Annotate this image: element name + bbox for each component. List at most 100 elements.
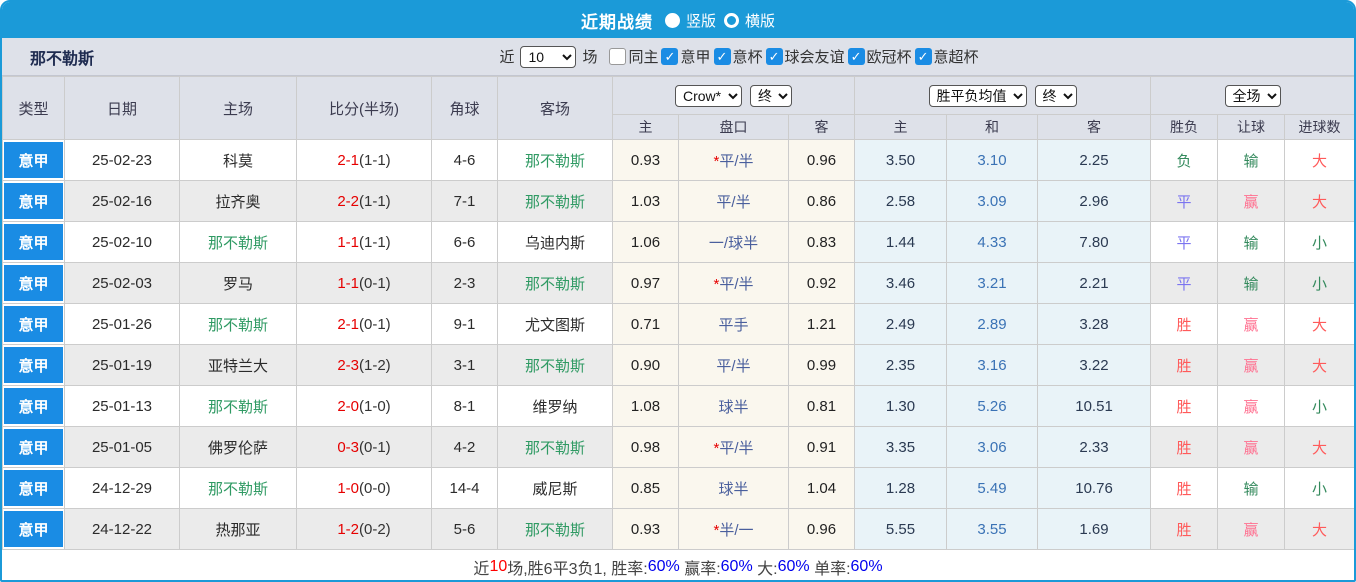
cell-away-team: 尤文图斯 bbox=[497, 303, 613, 345]
checkbox-label: 意杯 bbox=[732, 49, 763, 66]
cell-corners: 3-1 bbox=[431, 344, 498, 386]
cell-date: 24-12-29 bbox=[64, 467, 180, 509]
cell-corners: 7-1 bbox=[431, 180, 498, 222]
cell-date: 25-02-03 bbox=[64, 262, 180, 304]
cell-avg-home: 3.35 bbox=[854, 426, 948, 468]
league-badge: 意甲 bbox=[4, 388, 63, 424]
odds-stage-select[interactable]: 终 bbox=[750, 84, 792, 107]
checked-checkbox-icon: ✓ bbox=[713, 48, 731, 65]
cell-handicap: 球半 bbox=[678, 385, 789, 427]
cell-avg-away: 10.76 bbox=[1037, 467, 1152, 509]
cell-handicap-result: 赢 bbox=[1217, 180, 1286, 222]
cell-avg-home: 2.49 bbox=[854, 303, 948, 345]
filter-checkbox-option[interactable]: ✓ 球会友谊 bbox=[765, 46, 845, 67]
cell-avg-draw: 3.55 bbox=[946, 508, 1039, 550]
odds-company-select[interactable]: Crow* bbox=[675, 84, 742, 107]
sub-header-result: 胜负 bbox=[1150, 114, 1219, 140]
checked-checkbox-icon: ✓ bbox=[765, 48, 783, 65]
cell-goals: 小 bbox=[1284, 221, 1354, 263]
cell-avg-draw: 3.10 bbox=[946, 139, 1039, 181]
cell-goals: 小 bbox=[1284, 467, 1354, 509]
col-header-score: 比分(半场) bbox=[296, 76, 432, 140]
radio-icon bbox=[724, 12, 739, 28]
cell-away-team: 威尼斯 bbox=[497, 467, 613, 509]
summary-segment: 60% bbox=[647, 557, 680, 575]
cell-date: 25-01-26 bbox=[64, 303, 180, 345]
summary-segment: 60% bbox=[850, 557, 883, 575]
recent-count-select[interactable]: 10 bbox=[520, 45, 577, 68]
score-halftime: (0-1) bbox=[359, 315, 391, 333]
checked-checkbox-icon: ✓ bbox=[661, 48, 679, 65]
handicap-star: * bbox=[713, 521, 720, 539]
cell-avg-away: 2.21 bbox=[1037, 262, 1152, 304]
cell-handicap-result: 赢 bbox=[1217, 344, 1286, 386]
cell-odds-home: 0.93 bbox=[612, 508, 679, 550]
handicap-text: 平/半 bbox=[719, 439, 754, 457]
layout-radio-group: 竖版 横版 bbox=[657, 10, 775, 31]
table-row: 意甲 25-01-19 亚特兰大 2-3(1-2) 3-1 那不勒斯 0.90 平/半 0.99… bbox=[2, 344, 1354, 386]
summary-segment: 场,胜6平3负1, 胜率: bbox=[507, 560, 648, 578]
sub-header-goals: 进球数 bbox=[1284, 114, 1354, 140]
filter-checkbox-option[interactable]: ✓ 意杯 bbox=[713, 46, 763, 67]
cell-handicap-result: 输 bbox=[1217, 221, 1286, 263]
cell-corners: 2-3 bbox=[431, 262, 498, 304]
cell-date: 25-02-23 bbox=[64, 139, 180, 181]
filter-checkbox-option[interactable]: ✓ 欧冠杯 bbox=[847, 46, 912, 67]
handicap-text: 一/球半 bbox=[708, 234, 759, 252]
cell-odds-away: 0.91 bbox=[787, 426, 856, 468]
score-fulltime: 0-3 bbox=[337, 438, 359, 456]
avg-company-select[interactable]: 胜平负均值 bbox=[928, 84, 1027, 107]
filter-checkbox-option[interactable]: 同主 bbox=[609, 46, 658, 67]
cell-date: 24-12-22 bbox=[64, 508, 180, 550]
radio-icon bbox=[664, 12, 680, 28]
score-halftime: (1-1) bbox=[359, 233, 391, 251]
score-fulltime: 2-3 bbox=[337, 356, 359, 374]
cell-corners: 6-6 bbox=[431, 221, 498, 263]
cell-score: 2-0(1-0) bbox=[296, 385, 432, 427]
filter-checkbox-option[interactable]: ✓ 意甲 bbox=[661, 46, 711, 67]
avg-group-header: 胜平负均值 终 bbox=[854, 76, 1152, 115]
cell-league: 意甲 bbox=[2, 303, 65, 345]
cell-handicap: *半/一 bbox=[678, 508, 789, 550]
cell-home-team: 科莫 bbox=[179, 139, 297, 181]
score-fulltime: 2-2 bbox=[337, 192, 359, 210]
cell-score: 2-2(1-1) bbox=[296, 180, 432, 222]
cell-avg-home: 3.50 bbox=[854, 139, 948, 181]
col-header-type: 类型 bbox=[2, 76, 65, 140]
handicap-text: 平/半 bbox=[719, 275, 754, 293]
col-header-date: 日期 bbox=[64, 76, 180, 140]
league-badge: 意甲 bbox=[4, 224, 63, 260]
recent-prefix-label: 近 bbox=[499, 49, 515, 66]
table-row: 意甲 25-01-05 佛罗伦萨 0-3(0-1) 4-2 那不勒斯 0.98 *平/半 0.9… bbox=[2, 426, 1354, 468]
team-name: 那不勒斯 bbox=[30, 50, 95, 68]
cell-avg-away: 10.51 bbox=[1037, 385, 1152, 427]
layout-option[interactable]: 横版 bbox=[724, 10, 775, 31]
score-halftime: (0-0) bbox=[359, 479, 391, 497]
col-header-home: 主场 bbox=[179, 76, 297, 140]
cell-result: 胜 bbox=[1150, 303, 1219, 345]
cell-odds-away: 0.96 bbox=[787, 139, 856, 181]
avg-stage-select[interactable]: 终 bbox=[1034, 84, 1077, 107]
layout-option[interactable]: 竖版 bbox=[664, 10, 716, 31]
cell-away-team: 维罗纳 bbox=[497, 385, 613, 427]
score-fulltime: 2-1 bbox=[337, 151, 359, 169]
cell-avg-away: 7.80 bbox=[1037, 221, 1152, 263]
cell-goals: 小 bbox=[1284, 262, 1354, 304]
cell-odds-away: 0.96 bbox=[787, 508, 856, 550]
handicap-star: * bbox=[713, 275, 720, 293]
score-fulltime: 2-0 bbox=[337, 397, 359, 415]
cell-date: 25-01-13 bbox=[64, 385, 180, 427]
cell-league: 意甲 bbox=[2, 467, 65, 509]
cell-home-team: 那不勒斯 bbox=[179, 221, 297, 263]
summary-segment: 近 bbox=[473, 560, 490, 578]
cell-corners: 5-6 bbox=[431, 508, 498, 550]
league-badge: 意甲 bbox=[4, 470, 63, 506]
cell-odds-home: 1.03 bbox=[612, 180, 679, 222]
cell-result: 平 bbox=[1150, 262, 1219, 304]
cell-avg-draw: 3.09 bbox=[946, 180, 1039, 222]
score-fulltime: 1-2 bbox=[337, 520, 359, 538]
unchecked-checkbox-icon bbox=[609, 48, 627, 65]
scope-select[interactable]: 全场 bbox=[1224, 84, 1281, 107]
filter-checkbox-option[interactable]: ✓ 意超杯 bbox=[914, 46, 979, 67]
